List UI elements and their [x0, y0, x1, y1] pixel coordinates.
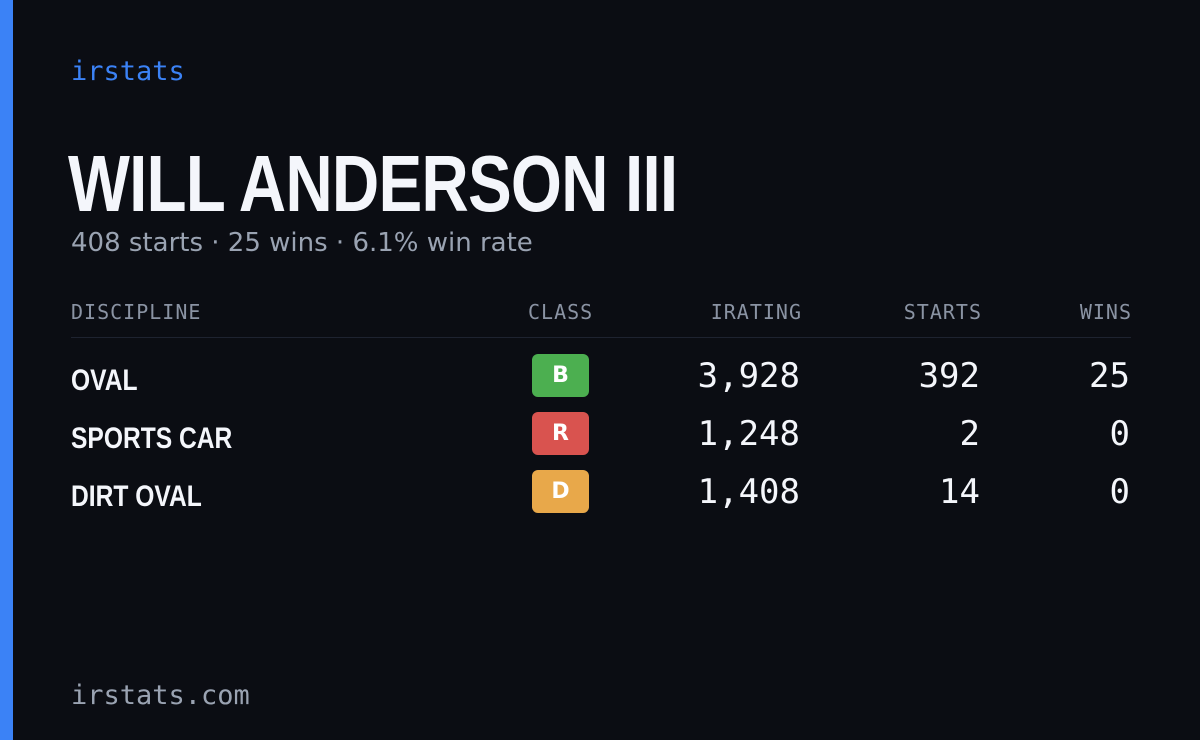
starts: 2	[959, 414, 980, 454]
discipline: DIRT OVAL	[71, 480, 202, 513]
wins: 0	[1109, 414, 1130, 454]
accent-bar	[0, 0, 13, 740]
discipline: SPORTS CAR	[71, 422, 233, 455]
starts: 392	[918, 356, 980, 396]
irating: 3,928	[697, 356, 800, 396]
discipline: OVAL	[71, 364, 138, 397]
brand: irstats	[71, 56, 185, 87]
class-badge: D	[532, 470, 589, 513]
column-header: CLASS	[528, 300, 594, 324]
irating: 1,248	[697, 414, 800, 454]
summary: 408 starts · 25 wins · 6.1% win rate	[71, 228, 533, 258]
column-header: STARTS	[903, 300, 982, 324]
divider	[71, 337, 1131, 338]
column-header: IRATING	[710, 300, 802, 324]
class-badge: R	[532, 412, 589, 455]
column-header: DISCIPLINE	[71, 300, 202, 324]
footer-site: irstats.com	[71, 680, 250, 711]
class-badge: B	[532, 354, 589, 397]
starts: 14	[939, 472, 980, 512]
irating: 1,408	[697, 472, 800, 512]
wins: 25	[1089, 356, 1130, 396]
wins: 0	[1109, 472, 1130, 512]
column-header: WINS	[1079, 300, 1132, 324]
driver-name: WILL ANDERSON III	[68, 139, 678, 228]
